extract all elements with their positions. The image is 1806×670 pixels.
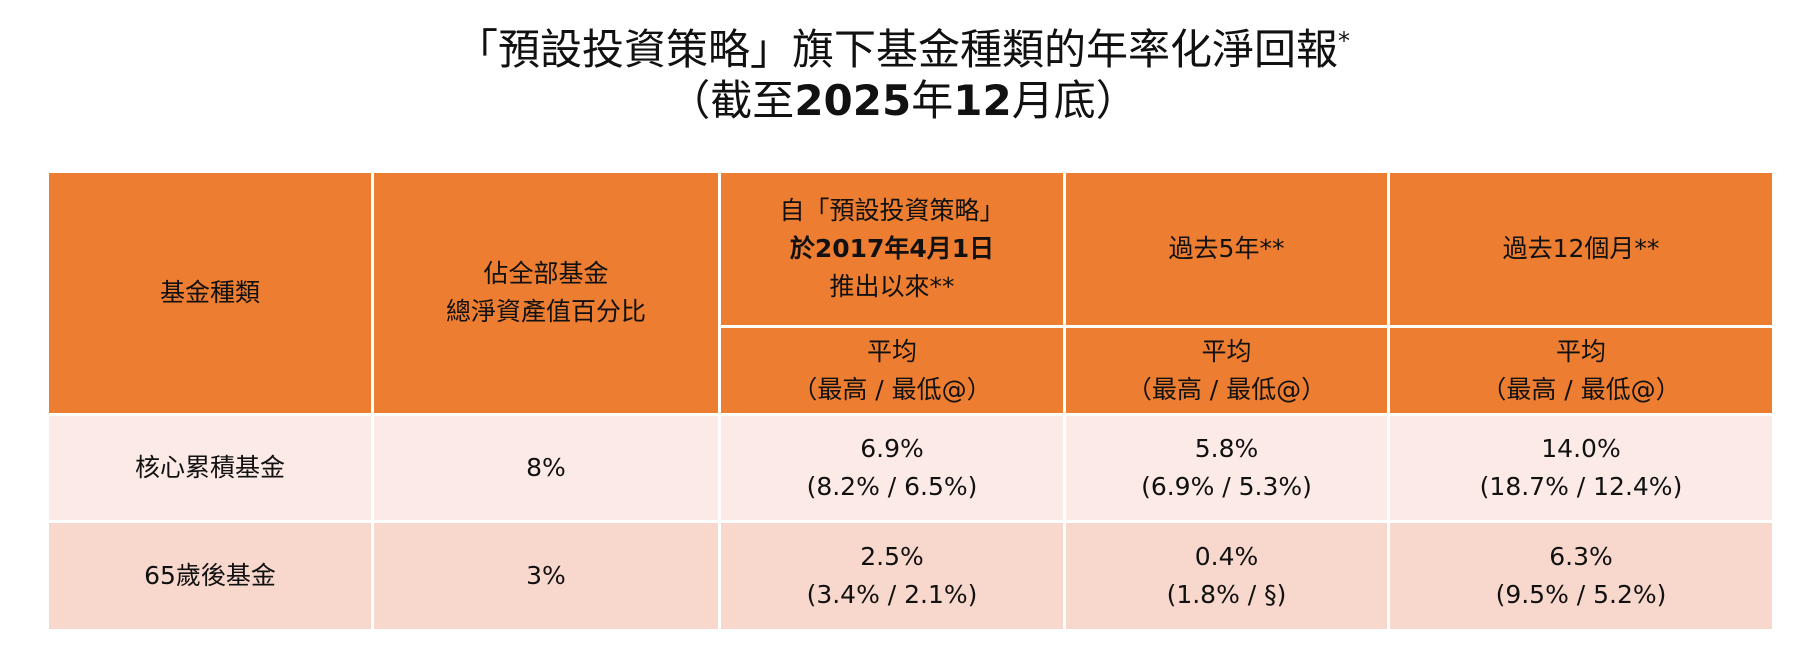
returns-table: 基金種類 佔全部基金總淨資產值百分比 自「預設投資策略」 於2017年4月1日 推出… xyxy=(46,170,1775,632)
page-subtitle: （截至2025年12月底） xyxy=(0,72,1806,130)
header-line: 於2017年4月1日 xyxy=(789,234,995,263)
range-value: (18.7% / 12.4%) xyxy=(1479,472,1683,501)
subheader-avg-range: 平均 （最高 / 最低@） xyxy=(1387,325,1775,416)
table-row: 65歲後基金 3% 2.5% (3.4% / 2.1%) 0.4% (1.8% / … xyxy=(46,520,1775,632)
header-fund-type: 基金種類 xyxy=(46,170,374,416)
header-twelve-month: 過去12個月** xyxy=(1387,170,1775,328)
footnote-mark: * xyxy=(1338,27,1350,55)
subtitle-month: 12 xyxy=(953,76,1012,125)
avg-label: 平均 xyxy=(866,336,917,366)
avg-value: 14.0% xyxy=(1541,434,1621,463)
range-label: （最高 / 最低@） xyxy=(792,374,992,404)
avg-label: 平均 xyxy=(1201,336,1252,366)
range-label: （最高 / 最低@） xyxy=(1126,374,1327,404)
page-title: 「預設投資策略」旗下基金種類的年率化淨回報* xyxy=(0,12,1806,79)
header-since-launch: 自「預設投資策略」 於2017年4月1日 推出以來** xyxy=(718,170,1066,328)
subtitle-year: 2025 xyxy=(794,76,912,125)
avg-label: 平均 xyxy=(1555,336,1606,366)
range-label: （最高 / 最低@） xyxy=(1481,374,1681,404)
subtitle-part: （截至 xyxy=(668,76,795,125)
fund-share: 3% xyxy=(371,520,721,632)
twelve-month-cell: 14.0% (18.7% / 12.4%) xyxy=(1387,413,1775,523)
five-year-cell: 5.8% (6.9% / 5.3%) xyxy=(1063,413,1390,523)
since-launch-cell: 2.5% (3.4% / 2.1%) xyxy=(718,520,1066,632)
avg-value: 5.8% xyxy=(1194,434,1259,463)
range-value: (1.8% / §) xyxy=(1166,580,1287,609)
fund-name: 核心累積基金 xyxy=(46,413,374,523)
subtitle-part: 月底） xyxy=(1011,76,1138,125)
avg-value: 0.4% xyxy=(1194,542,1259,571)
range-value: (9.5% / 5.2%) xyxy=(1495,580,1667,609)
avg-value: 2.5% xyxy=(860,542,924,571)
header-five-year: 過去5年** xyxy=(1063,170,1390,328)
range-value: (3.4% / 2.1%) xyxy=(806,580,978,609)
avg-value: 6.9% xyxy=(860,434,924,463)
twelve-month-cell: 6.3% (9.5% / 5.2%) xyxy=(1387,520,1775,632)
range-value: (8.2% / 6.5%) xyxy=(806,472,978,501)
table-row: 核心累積基金 8% 6.9% (8.2% / 6.5%) 5.8% (6.9% / … xyxy=(46,413,1775,523)
header-share-line: 佔全部基金 xyxy=(483,259,609,288)
five-year-cell: 0.4% (1.8% / §) xyxy=(1063,520,1390,632)
header-line: 推出以來** xyxy=(829,272,955,301)
avg-value: 6.3% xyxy=(1549,542,1613,571)
subheader-avg-range: 平均 （最高 / 最低@） xyxy=(718,325,1066,416)
header-share: 佔全部基金總淨資產值百分比 xyxy=(371,170,721,416)
fund-share: 8% xyxy=(371,413,721,523)
subtitle-part: 年 xyxy=(911,76,954,125)
header-share-line: 總淨資產值百分比 xyxy=(445,297,646,326)
fund-name: 65歲後基金 xyxy=(46,520,374,632)
subheader-avg-range: 平均 （最高 / 最低@） xyxy=(1063,325,1390,416)
header-line: 自「預設投資策略」 xyxy=(779,196,1005,225)
range-value: (6.9% / 5.3%) xyxy=(1141,472,1312,501)
title-text: 「預設投資策略」旗下基金種類的年率化淨回報 xyxy=(455,25,1338,74)
since-launch-cell: 6.9% (8.2% / 6.5%) xyxy=(718,413,1066,523)
